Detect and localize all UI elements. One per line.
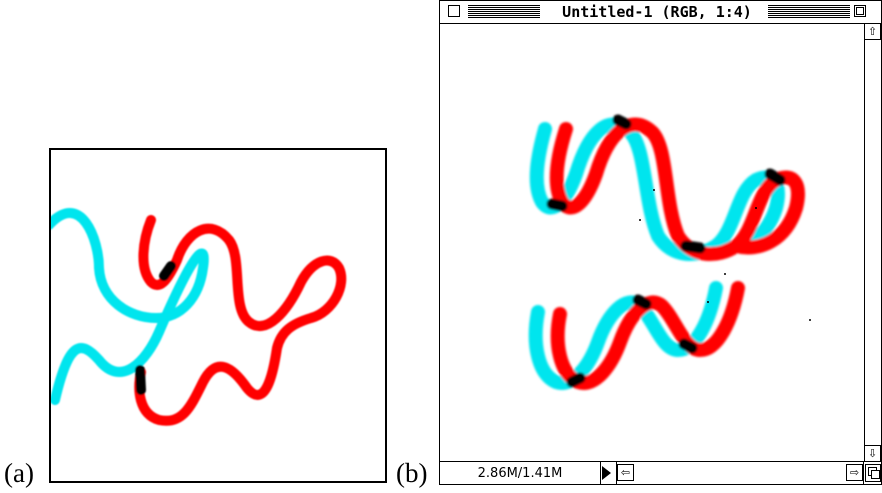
- document-window: Untitled-1 (RGB, 1:4): [439, 0, 882, 485]
- overlap-mark-7: [678, 338, 698, 354]
- window-status-bar: 2.86M/1.41M ⇦ ⇨: [440, 461, 881, 484]
- overlap-mark-2: [546, 198, 568, 212]
- overlap-mark-1: [159, 261, 176, 281]
- overlap-mark-6: [632, 294, 652, 310]
- overlap-mark-5: [566, 372, 586, 388]
- document-canvas[interactable]: [440, 24, 863, 461]
- stroke-preview-panel: [49, 148, 387, 483]
- titlebar-stripes: [468, 5, 540, 18]
- overlap-mark-2: [135, 365, 146, 395]
- caption-a: (a): [4, 458, 34, 488]
- size-box-icon[interactable]: [865, 464, 881, 482]
- arrow-right-icon[interactable]: ⇨: [846, 464, 863, 481]
- overlap-mark-3: [680, 240, 706, 254]
- titlebar-stripes: [768, 5, 850, 18]
- arrow-up-icon[interactable]: ⇧: [864, 23, 881, 40]
- popup-triangle-icon[interactable]: [602, 466, 611, 480]
- arrow-left-icon[interactable]: ⇦: [617, 464, 634, 481]
- red-stroke-upper: [549, 117, 805, 262]
- cyan-stroke-upper: [51, 208, 209, 405]
- window-title: Untitled-1 (RGB, 1:4): [546, 3, 768, 21]
- zoom-box-icon[interactable]: [854, 5, 866, 17]
- stroke-drawing-a: [51, 208, 347, 426]
- arrow-down-icon[interactable]: ⇩: [864, 445, 881, 462]
- memory-readout: 2.86M/1.41M: [440, 462, 601, 484]
- close-box-icon[interactable]: [448, 5, 460, 17]
- overlap-mark-4: [764, 168, 786, 186]
- caption-b: (b): [396, 458, 428, 488]
- red-stroke-upper: [134, 215, 347, 426]
- noise-dots: [639, 189, 811, 321]
- window-titlebar[interactable]: Untitled-1 (RGB, 1:4): [440, 1, 881, 24]
- horizontal-scrollbar[interactable]: ⇦ ⇨: [616, 462, 864, 484]
- stroke-drawing-b: [528, 114, 811, 390]
- overlap-mark-1: [612, 114, 632, 130]
- vertical-scrollbar[interactable]: ⇧ ⇩: [864, 23, 881, 462]
